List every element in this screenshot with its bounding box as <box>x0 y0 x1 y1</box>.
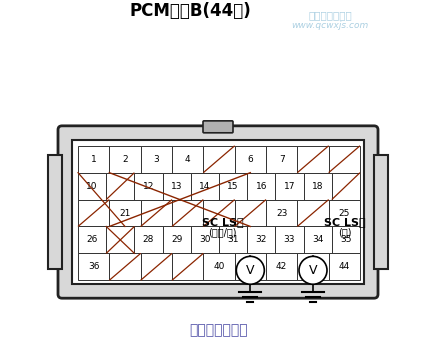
Bar <box>106 226 134 253</box>
Bar <box>172 146 203 173</box>
Bar <box>297 146 328 173</box>
Text: 3: 3 <box>153 155 159 164</box>
Bar <box>328 200 360 226</box>
Bar <box>172 253 203 280</box>
Bar <box>78 146 110 173</box>
Text: 6: 6 <box>247 155 253 164</box>
Bar <box>203 200 235 226</box>
Text: 10: 10 <box>86 182 98 191</box>
Text: 23: 23 <box>276 208 287 218</box>
Bar <box>106 173 134 200</box>
Bar <box>162 226 191 253</box>
Bar <box>72 140 364 284</box>
Bar <box>219 226 247 253</box>
Bar <box>110 253 141 280</box>
Text: 4: 4 <box>185 155 191 164</box>
Bar <box>247 173 276 200</box>
Text: (粉红/蓝): (粉红/蓝) <box>208 227 237 238</box>
Text: 15: 15 <box>227 182 239 191</box>
Text: 21: 21 <box>119 208 131 218</box>
Bar <box>162 173 191 200</box>
Bar <box>328 146 360 173</box>
Bar <box>304 226 332 253</box>
Text: 26: 26 <box>86 235 98 244</box>
Bar <box>297 253 328 280</box>
Bar <box>374 155 388 269</box>
Text: 凹头插头端子侧: 凹头插头端子侧 <box>190 323 248 337</box>
Bar <box>276 226 304 253</box>
Text: 33: 33 <box>284 235 295 244</box>
Text: 25: 25 <box>339 208 350 218</box>
Bar <box>247 226 276 253</box>
Bar <box>203 253 235 280</box>
Bar <box>266 146 297 173</box>
Text: 18: 18 <box>312 182 323 191</box>
Bar <box>141 200 172 226</box>
Bar <box>235 200 266 226</box>
Text: 1: 1 <box>91 155 96 164</box>
FancyBboxPatch shape <box>58 126 378 298</box>
Text: (黄): (黄) <box>338 227 352 238</box>
Bar <box>304 173 332 200</box>
Text: SC LS－: SC LS－ <box>201 218 243 227</box>
Text: 29: 29 <box>171 235 182 244</box>
Text: 32: 32 <box>256 235 267 244</box>
Bar <box>172 200 203 226</box>
Text: 42: 42 <box>276 262 287 271</box>
Bar <box>203 146 235 173</box>
Bar <box>297 200 328 226</box>
Text: 28: 28 <box>143 235 154 244</box>
Bar <box>219 173 247 200</box>
Bar <box>78 226 106 253</box>
Bar <box>134 173 162 200</box>
Text: 41: 41 <box>245 262 256 271</box>
Bar <box>134 226 162 253</box>
Bar <box>276 173 304 200</box>
Bar <box>266 253 297 280</box>
Text: 14: 14 <box>199 182 211 191</box>
Bar <box>78 200 110 226</box>
Bar <box>332 226 360 253</box>
Circle shape <box>237 256 265 284</box>
Bar <box>191 173 219 200</box>
Text: 17: 17 <box>284 182 295 191</box>
Bar <box>141 146 172 173</box>
Text: 43: 43 <box>307 262 319 271</box>
Text: 2: 2 <box>122 155 128 164</box>
Bar <box>78 253 110 280</box>
Circle shape <box>299 256 327 284</box>
Text: 36: 36 <box>88 262 99 271</box>
Text: 31: 31 <box>227 235 239 244</box>
Bar <box>191 226 219 253</box>
Text: 7: 7 <box>279 155 285 164</box>
Bar <box>328 253 360 280</box>
Text: 汽车维修技术网: 汽车维修技术网 <box>308 10 352 20</box>
Bar <box>235 146 266 173</box>
Bar <box>141 253 172 280</box>
Text: SC LS＋: SC LS＋ <box>324 218 366 227</box>
Bar <box>110 200 141 226</box>
Bar <box>332 173 360 200</box>
Bar <box>235 253 266 280</box>
Text: 40: 40 <box>213 262 225 271</box>
Text: 30: 30 <box>199 235 211 244</box>
Text: 35: 35 <box>340 235 352 244</box>
Text: www.qcwxjs.com: www.qcwxjs.com <box>291 21 369 30</box>
Text: 34: 34 <box>312 235 323 244</box>
Bar <box>48 155 62 269</box>
Text: 16: 16 <box>255 182 267 191</box>
Text: V: V <box>246 264 254 277</box>
Text: PCM插头B(44芯): PCM插头B(44芯) <box>129 2 251 20</box>
Text: 13: 13 <box>171 182 183 191</box>
Text: V: V <box>309 264 317 277</box>
Bar <box>78 173 106 200</box>
Bar <box>266 200 297 226</box>
Text: 12: 12 <box>143 182 154 191</box>
Text: 44: 44 <box>339 262 350 271</box>
FancyBboxPatch shape <box>203 121 233 133</box>
Bar <box>110 146 141 173</box>
